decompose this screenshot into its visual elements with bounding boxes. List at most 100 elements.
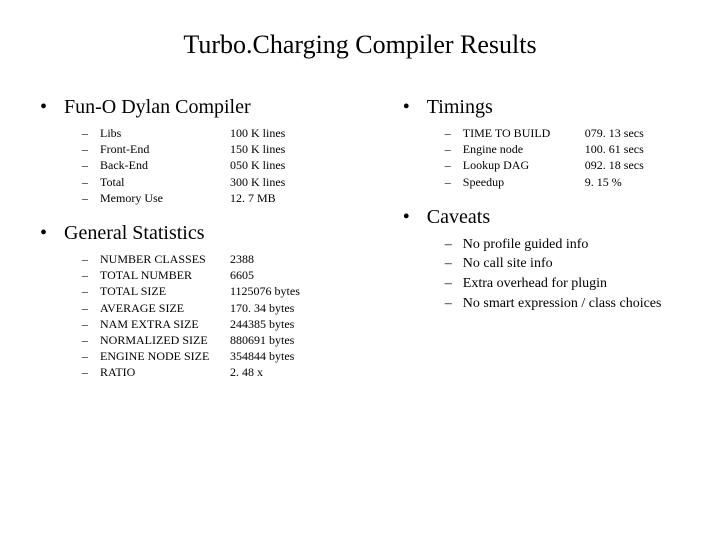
section-heading-caveats: • Caveats [403,206,680,229]
dash-icon: – [82,141,100,157]
dylan-list: –Libs100 K lines–Front-End150 K lines–Ba… [82,125,373,206]
left-column: • Fun-O Dylan Compiler –Libs100 K lines–… [40,96,373,396]
item-label: Total [100,174,230,190]
list-item: –No call site info [445,254,680,274]
heading-text: General Statistics [64,222,205,245]
item-label: Front-End [100,141,230,157]
item-value: 244385 bytes [230,316,373,332]
dash-icon: – [82,300,100,316]
item-label: NUMBER CLASSES [100,251,230,267]
item-value: 100. 61 secs [585,141,680,157]
list-item: –No profile guided info [445,235,680,255]
dash-icon: – [445,294,463,314]
list-item: –Back-End050 K lines [82,157,373,173]
dash-icon: – [82,157,100,173]
section-heading-timings: • Timings [403,96,680,119]
dash-icon: – [82,125,100,141]
heading-text: Fun-O Dylan Compiler [64,96,251,119]
list-item: –No smart expression / class choices [445,294,680,314]
dash-icon: – [445,157,463,173]
list-item: –Lookup DAG092. 18 secs [445,157,680,173]
list-item: –Front-End150 K lines [82,141,373,157]
item-value: 2. 48 x [230,364,373,380]
dash-icon: – [445,274,463,294]
list-item: –NORMALIZED SIZE880691 bytes [82,332,373,348]
list-item: –TOTAL NUMBER6605 [82,267,373,283]
item-label: RATIO [100,364,230,380]
dash-icon: – [82,283,100,299]
item-label: Libs [100,125,230,141]
item-label: Speedup [463,174,585,190]
bullet-icon: • [403,96,427,119]
item-label: NAM EXTRA SIZE [100,316,230,332]
stats-list: –NUMBER CLASSES2388–TOTAL NUMBER6605–TOT… [82,251,373,381]
dash-icon: – [82,174,100,190]
list-item: –ENGINE NODE SIZE354844 bytes [82,348,373,364]
dash-icon: – [82,316,100,332]
item-label: Engine node [463,141,585,157]
list-item: –Libs100 K lines [82,125,373,141]
item-label: TOTAL SIZE [100,283,230,299]
item-value: 170. 34 bytes [230,300,373,316]
heading-text: Timings [427,96,493,119]
item-value: 880691 bytes [230,332,373,348]
item-label: TOTAL NUMBER [100,267,230,283]
bullet-icon: • [40,96,64,119]
item-label: Back-End [100,157,230,173]
bullet-icon: • [40,222,64,245]
dash-icon: – [82,190,100,206]
right-column: • Timings –TIME TO BUILD079. 13 secs–Eng… [403,96,680,396]
list-item: –TIME TO BUILD079. 13 secs [445,125,680,141]
item-value: 100 K lines [230,125,373,141]
dash-icon: – [445,235,463,255]
item-label: AVERAGE SIZE [100,300,230,316]
section-heading-stats: • General Statistics [40,222,373,245]
dash-icon: – [445,174,463,190]
list-item: –TOTAL SIZE1125076 bytes [82,283,373,299]
item-label: TIME TO BUILD [463,125,585,141]
dash-icon: – [82,332,100,348]
item-value: 092. 18 secs [585,157,680,173]
list-item: –NAM EXTRA SIZE244385 bytes [82,316,373,332]
caveats-list: –No profile guided info–No call site inf… [445,235,680,313]
dash-icon: – [82,364,100,380]
list-item: –Speedup 9. 15 % [445,174,680,190]
dash-icon: – [445,141,463,157]
item-text: No smart expression / class choices [463,294,680,314]
dash-icon: – [82,267,100,283]
list-item: –Memory Use12. 7 MB [82,190,373,206]
item-label: Lookup DAG [463,157,585,173]
section-heading-dylan: • Fun-O Dylan Compiler [40,96,373,119]
list-item: –Extra overhead for plugin [445,274,680,294]
item-text: Extra overhead for plugin [463,274,680,294]
list-item: –AVERAGE SIZE170. 34 bytes [82,300,373,316]
list-item: –RATIO2. 48 x [82,364,373,380]
columns-container: • Fun-O Dylan Compiler –Libs100 K lines–… [40,96,680,396]
item-value: 354844 bytes [230,348,373,364]
item-value: 6605 [230,267,373,283]
item-label: NORMALIZED SIZE [100,332,230,348]
item-text: No profile guided info [463,235,680,255]
dash-icon: – [445,254,463,274]
item-value: 9. 15 % [585,174,680,190]
heading-text: Caveats [427,206,490,229]
dash-icon: – [82,348,100,364]
timings-list: –TIME TO BUILD079. 13 secs–Engine node10… [445,125,680,190]
item-label: ENGINE NODE SIZE [100,348,230,364]
item-label: Memory Use [100,190,230,206]
item-value: 300 K lines [230,174,373,190]
page-title: Turbo.Charging Compiler Results [40,30,680,60]
bullet-icon: • [403,206,427,229]
item-value: 050 K lines [230,157,373,173]
item-value: 1125076 bytes [230,283,373,299]
list-item: –Engine node100. 61 secs [445,141,680,157]
dash-icon: – [82,251,100,267]
list-item: –NUMBER CLASSES2388 [82,251,373,267]
dash-icon: – [445,125,463,141]
item-value: 150 K lines [230,141,373,157]
list-item: –Total300 K lines [82,174,373,190]
item-value: 2388 [230,251,373,267]
item-text: No call site info [463,254,680,274]
item-value: 079. 13 secs [585,125,680,141]
item-value: 12. 7 MB [230,190,373,206]
